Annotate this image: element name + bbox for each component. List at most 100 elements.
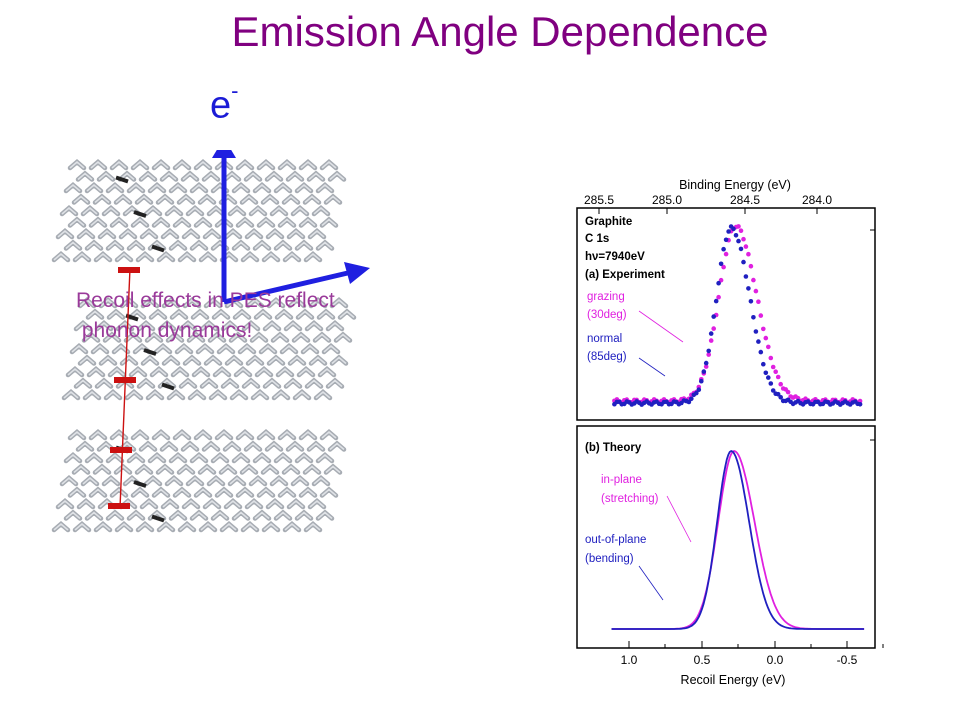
data-point bbox=[706, 352, 711, 357]
graphene-layer-2 bbox=[51, 429, 347, 533]
legend-inplane-leader bbox=[666, 495, 692, 543]
graphene-layer-1 bbox=[61, 297, 357, 401]
data-point bbox=[746, 251, 751, 257]
graphite-structure-illustration bbox=[51, 150, 370, 533]
data-point bbox=[770, 388, 776, 393]
series-out-of-plane-line bbox=[611, 449, 865, 630]
data-point bbox=[723, 251, 729, 257]
data-point bbox=[753, 329, 759, 334]
legend-inplane-line2: (stretching) bbox=[601, 493, 659, 505]
data-point bbox=[731, 226, 736, 232]
data-point bbox=[738, 246, 744, 252]
data-point bbox=[736, 224, 741, 229]
data-point bbox=[723, 237, 729, 243]
data-point bbox=[706, 348, 711, 354]
emission-arrowhead-grazing bbox=[344, 262, 370, 284]
data-point bbox=[686, 399, 692, 405]
top-tick-label-2: 284.5 bbox=[730, 193, 760, 207]
data-point bbox=[785, 389, 791, 395]
data-point bbox=[773, 369, 778, 374]
panel-b-frame bbox=[576, 425, 876, 649]
series-grazing-points bbox=[612, 224, 863, 405]
bottom-tick-label-0: 1.0 bbox=[621, 653, 638, 667]
data-point bbox=[761, 361, 766, 367]
panel-a-info-3: (a) Experiment bbox=[585, 269, 665, 281]
data-point bbox=[768, 381, 774, 386]
legend-grazing-line2: (30deg) bbox=[587, 309, 627, 321]
data-point bbox=[716, 294, 721, 300]
data-point bbox=[738, 228, 744, 233]
legend-grazing-line1: grazing bbox=[587, 291, 625, 303]
data-point bbox=[758, 349, 764, 355]
data-point bbox=[775, 374, 781, 380]
graphene-layer-0 bbox=[51, 159, 347, 263]
data-point bbox=[746, 286, 751, 291]
legend-normal-leader bbox=[638, 357, 666, 377]
data-point bbox=[703, 364, 709, 369]
data-point bbox=[743, 274, 749, 279]
data-point bbox=[751, 315, 756, 320]
data-point bbox=[716, 280, 721, 286]
data-point bbox=[753, 288, 759, 294]
data-point bbox=[699, 378, 704, 384]
data-point bbox=[766, 375, 771, 380]
data-point bbox=[708, 338, 714, 343]
panel-a-info-0: Graphite bbox=[585, 216, 632, 228]
data-point bbox=[857, 402, 863, 407]
data-point bbox=[748, 299, 754, 304]
panel-b-info-0: (b) Theory bbox=[585, 442, 642, 454]
panel-a-frame bbox=[576, 207, 876, 421]
data-point bbox=[778, 381, 783, 387]
data-point bbox=[726, 229, 731, 234]
top-tick-label-0: 285.5 bbox=[584, 193, 614, 207]
data-point bbox=[775, 391, 781, 397]
bond-marker-0 bbox=[118, 267, 140, 273]
data-point bbox=[770, 364, 776, 370]
electron-label: e- bbox=[210, 78, 239, 127]
data-point bbox=[748, 263, 754, 269]
spectra-figure: Binding Energy (eV) 285.5 285.0 284.5 28… bbox=[576, 178, 884, 687]
data-point bbox=[696, 387, 702, 392]
recoil-energy-axis-label: Recoil Energy (eV) bbox=[681, 673, 786, 687]
bottom-tick-label-1: 0.5 bbox=[694, 653, 711, 667]
emission-arrowhead-vertical bbox=[212, 150, 236, 158]
data-point bbox=[778, 395, 783, 400]
data-point bbox=[701, 369, 707, 374]
legend-normal-line2: (85deg) bbox=[587, 351, 627, 363]
note-line-1: Recoil effects in PES reflect bbox=[76, 289, 335, 312]
data-point bbox=[703, 360, 709, 366]
slide-title: Emission Angle Dependence bbox=[231, 8, 769, 55]
bond-marker-1 bbox=[114, 377, 136, 383]
data-point bbox=[756, 299, 761, 304]
bottom-tick-label-2: 0.0 bbox=[767, 653, 784, 667]
binding-energy-axis-label: Binding Energy (eV) bbox=[679, 178, 791, 192]
legend-outofplane-line2: (bending) bbox=[585, 553, 634, 565]
series-in-plane-line bbox=[611, 450, 865, 630]
bond-marker-3 bbox=[108, 503, 130, 509]
legend-inplane-line1: in-plane bbox=[601, 474, 642, 486]
data-point bbox=[763, 370, 769, 376]
data-point bbox=[741, 259, 746, 265]
data-point bbox=[711, 326, 716, 331]
top-tick-label-3: 284.0 bbox=[802, 193, 832, 207]
recoil-note: Recoil effects in PES reflect phonon dyn… bbox=[76, 286, 335, 346]
data-point bbox=[743, 244, 749, 249]
data-point bbox=[689, 396, 694, 402]
data-point bbox=[713, 298, 719, 304]
panel-a-info-1: C 1s bbox=[585, 233, 609, 245]
legend-grazing-leader bbox=[638, 310, 684, 343]
data-point bbox=[733, 233, 739, 238]
bottom-tick-label-3: -0.5 bbox=[837, 653, 858, 667]
data-point bbox=[766, 344, 771, 350]
emission-arrow-grazing bbox=[223, 269, 353, 305]
legend-outofplane-leader bbox=[638, 565, 664, 601]
data-point bbox=[756, 339, 761, 344]
data-point bbox=[763, 335, 769, 341]
top-tick-label-1: 285.0 bbox=[652, 193, 682, 207]
data-point bbox=[768, 355, 774, 361]
data-point bbox=[751, 277, 756, 283]
legend-normal-line1: normal bbox=[587, 333, 622, 345]
data-point bbox=[711, 314, 716, 319]
note-line-2: phonon dynamics! bbox=[76, 319, 253, 342]
legend-outofplane-line1: out-of-plane bbox=[585, 534, 646, 546]
